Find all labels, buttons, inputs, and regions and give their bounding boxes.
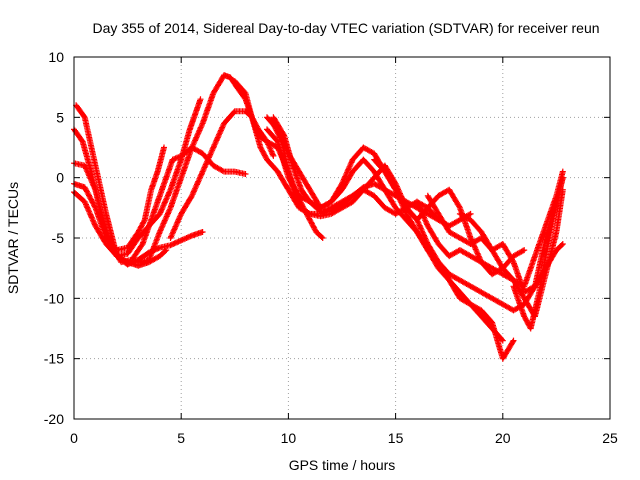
series-arc-7 [167,108,474,241]
y-tick-label: -15 [44,351,64,367]
series-group [71,72,566,362]
series-arc-5 [71,189,170,269]
x-tick-label: 25 [602,430,618,446]
y-tick-label: -5 [52,230,65,246]
point-markers [264,126,506,344]
x-tick-label: 0 [70,430,78,446]
series-arc-16 [456,186,566,320]
series-arc-11 [270,114,442,223]
series-arc-12 [264,126,506,344]
y-axis-label: SDTVAR / TECUs [5,182,21,294]
point-markers [456,186,566,320]
point-markers [510,174,566,332]
x-tick-label: 5 [177,430,185,446]
series-arc-17 [510,174,566,332]
y-tick-label: 10 [48,49,64,65]
grid [74,57,610,419]
y-tick-label: -20 [44,411,64,427]
x-tick-label: 20 [495,430,511,446]
tick-group: 0 5 10 15 20 25 -20 -15 -10 -5 0 5 10 [44,49,618,446]
point-markers [71,189,170,269]
x-axis-label: GPS time / hours [289,457,396,473]
y-tick-label: -10 [44,290,64,306]
point-markers [270,114,442,223]
chart-title: Day 355 of 2014, Sidereal Day-to-day VTE… [92,20,599,36]
x-tick-label: 15 [388,430,404,446]
x-tick-label: 10 [281,430,297,446]
y-tick-label: 5 [56,109,64,125]
point-markers [167,108,474,241]
y-tick-label: 0 [56,170,64,186]
